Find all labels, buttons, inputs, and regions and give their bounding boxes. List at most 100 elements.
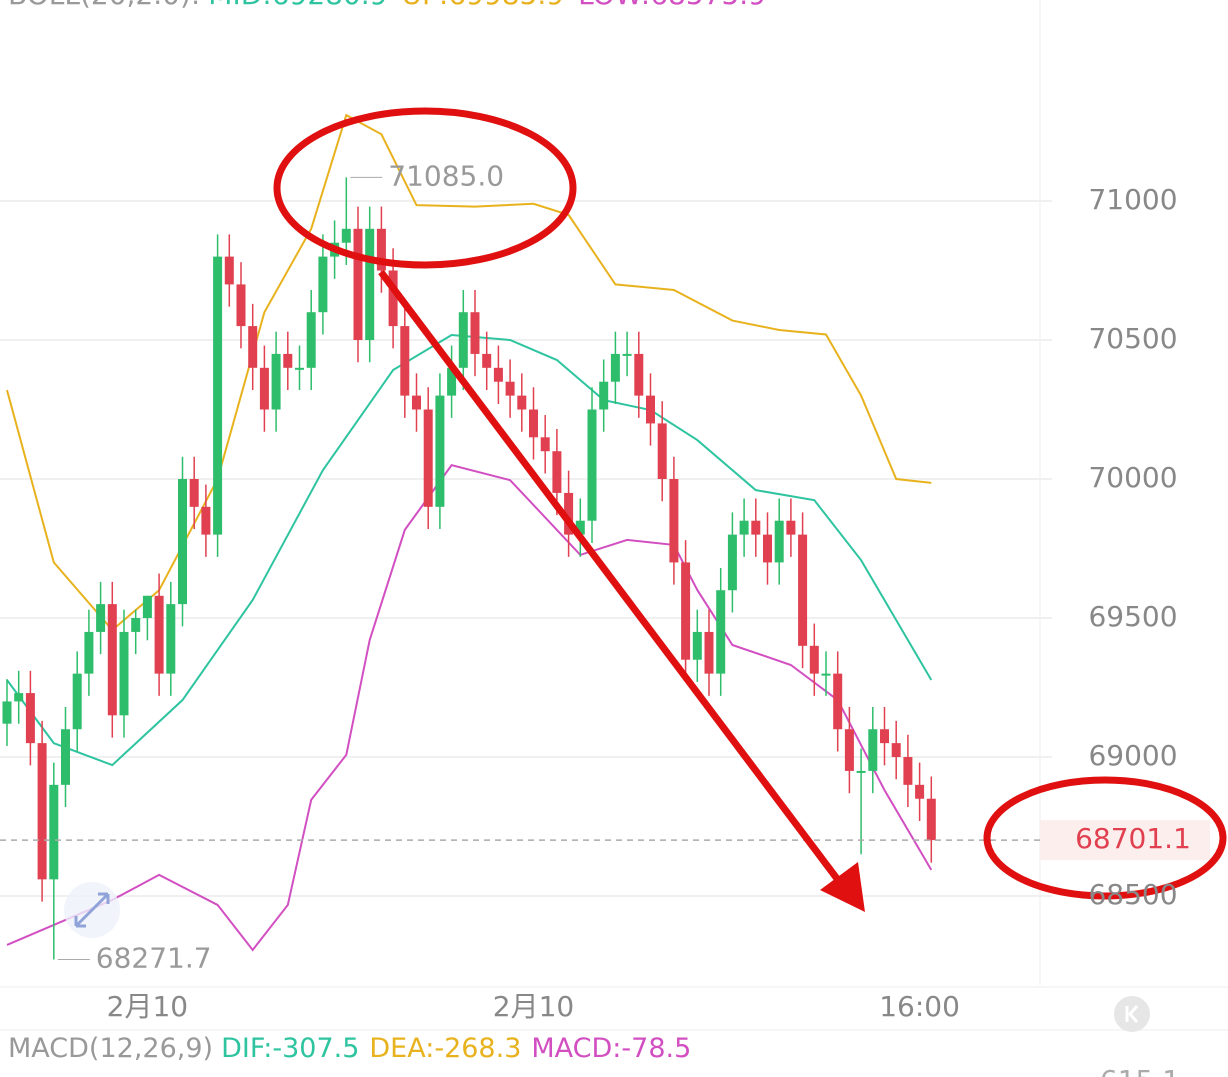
y-tick-label: 70000 (1088, 461, 1177, 494)
candle-body (376, 228, 386, 271)
candle-body (657, 423, 667, 480)
candle-body (166, 604, 176, 674)
macd-name: MACD(12,26,9) (8, 1033, 213, 1064)
candle-body (739, 520, 749, 535)
candle-body (201, 506, 211, 535)
candle-body (903, 757, 913, 785)
candle-body (482, 353, 492, 368)
candle-body (599, 381, 609, 410)
low-label: 68271.7 (96, 942, 212, 975)
candle-body (774, 520, 784, 563)
candle-body (295, 367, 304, 370)
last-price-label: 68701.1 (1075, 822, 1191, 855)
candle-body (107, 604, 117, 716)
candle-body (142, 595, 152, 619)
candle-body (529, 409, 538, 438)
candle-body (833, 673, 843, 730)
candle-body (575, 520, 585, 535)
macd-dea: DEA:-268.3 (369, 1033, 521, 1064)
candle-body (540, 437, 550, 452)
candle-body (634, 353, 644, 396)
boll-header: BOLL(20,2.0): MID:69280.9 UP:69985.9 LOW:68… (8, 0, 766, 11)
candle-body (716, 590, 726, 674)
candle-body (821, 673, 831, 676)
candle-body (505, 381, 515, 396)
candle-body (412, 395, 421, 410)
candle-body (400, 326, 410, 396)
y-tick-label: 69000 (1088, 739, 1177, 772)
boll-line (6, 463, 933, 952)
candle-body (25, 693, 35, 744)
candle-body (763, 534, 772, 563)
candle-body (271, 353, 281, 410)
candle-body (423, 409, 433, 507)
candle-body (435, 395, 445, 507)
candle-body (856, 770, 866, 773)
candle-body (306, 312, 316, 368)
plot: 71085.0 68271.7 68701.1 (0, 113, 1210, 975)
candle-body (646, 395, 655, 424)
candle-body (517, 395, 527, 410)
candle-body (915, 784, 925, 799)
candle-body (552, 451, 562, 493)
macd-header: MACD(12,26,9) DIF:-307.5 DEA:-268.3 MACD:-7… (8, 1033, 691, 1064)
candle-body (681, 562, 691, 660)
candle-body (587, 409, 597, 521)
candle-body (341, 228, 351, 243)
macd-scale: 615.1 (1100, 1064, 1180, 1077)
candle-body (669, 479, 679, 563)
candle-body (84, 631, 94, 674)
macd-dif: DIF:-307.5 (221, 1033, 359, 1064)
candle-body (388, 270, 398, 327)
candle-body (891, 743, 901, 758)
candle-body (353, 228, 363, 341)
boll-up: UP:69985.9 (402, 0, 565, 11)
reset-icon[interactable] (1114, 996, 1150, 1032)
candle-body (2, 701, 12, 724)
candle-body (692, 631, 702, 660)
candle-body (704, 631, 714, 674)
candle-body (727, 534, 737, 591)
candle-body (564, 492, 574, 535)
candle-body (493, 367, 503, 382)
annotation (273, 107, 1227, 912)
candle-body (458, 312, 468, 368)
candle-body (365, 228, 375, 341)
candle-body (154, 595, 164, 674)
boll-name: BOLL(20,2.0): (8, 0, 200, 11)
y-tick-label: 70500 (1088, 322, 1177, 355)
candle-body (318, 256, 328, 313)
candle-body (786, 520, 796, 535)
candle-body (751, 520, 761, 535)
candle-body (131, 618, 141, 632)
last-price-box (1040, 820, 1210, 861)
candle-body (610, 353, 620, 382)
x-tick-label: 2月10 (493, 990, 574, 1023)
candle-body (213, 256, 223, 535)
candle-body (37, 743, 47, 880)
candle-body (96, 604, 106, 632)
macd-value: MACD:-78.5 (531, 1033, 691, 1064)
candle-body (809, 645, 819, 674)
zoom-icon[interactable] (64, 882, 120, 938)
candle-body (470, 312, 480, 354)
candle-body (248, 326, 258, 368)
candle-body (224, 256, 234, 285)
candle-body (798, 534, 808, 646)
candle-body (283, 353, 293, 368)
candle-body (61, 729, 70, 785)
boll-mid: MID:69280.9 (208, 0, 387, 11)
y-tick-label: 68500 (1088, 878, 1177, 911)
candle-body (844, 729, 854, 771)
candle-body (880, 729, 889, 744)
candle-body (14, 693, 24, 702)
candle-body (178, 479, 187, 605)
candle-body (49, 784, 59, 880)
candle-body (189, 479, 199, 507)
candle-body (447, 367, 457, 396)
high-label: 71085.0 (388, 159, 504, 192)
x-tick-label: 2月10 (107, 990, 188, 1023)
candle-body (72, 673, 82, 730)
candle-body (236, 284, 246, 327)
